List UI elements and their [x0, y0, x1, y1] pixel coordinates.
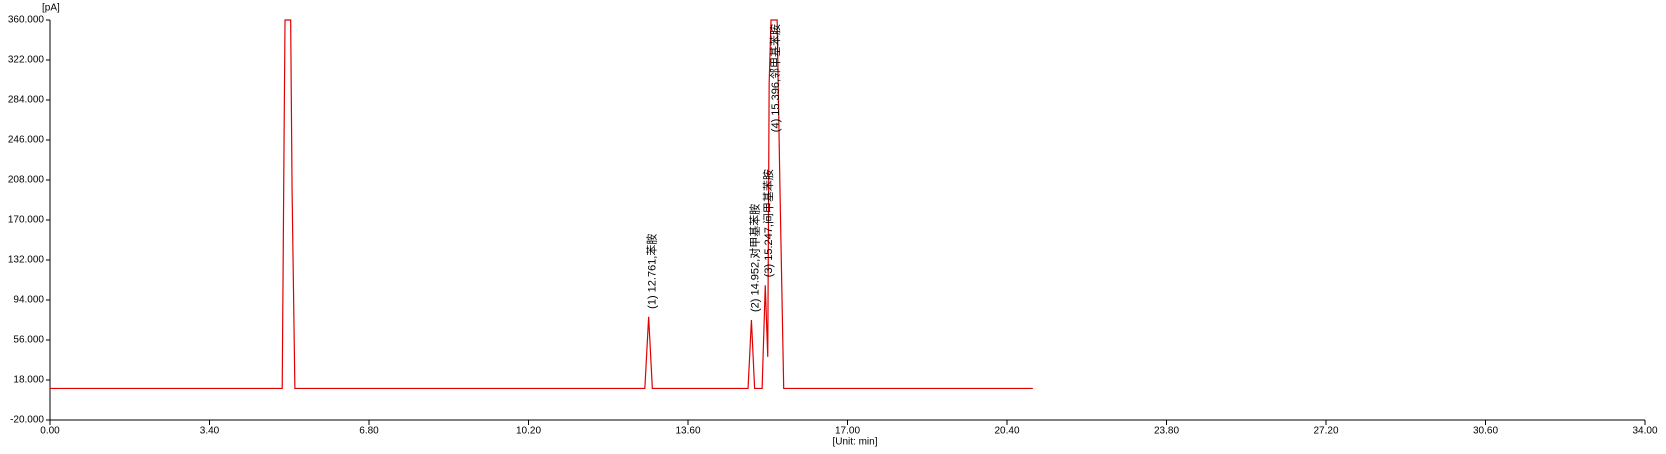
y-tick-label: 94.000: [13, 295, 44, 306]
y-tick-label: 132.000: [8, 255, 45, 266]
y-tick-label: 170.000: [8, 215, 45, 226]
y-tick-label: 18.000: [13, 375, 44, 386]
y-tick-label: 246.000: [8, 135, 45, 146]
y-tick-label: 208.000: [8, 175, 45, 186]
x-tick-label: 20.40: [994, 426, 1019, 437]
y-tick-label: -20.000: [10, 415, 44, 426]
x-tick-label: 27.20: [1313, 426, 1338, 437]
peak-annotation: (3) 15.247,间甲基苯胺: [761, 169, 775, 277]
trace: [50, 19, 1033, 390]
x-tick-label: 0.00: [40, 426, 60, 437]
x-tick-label: 23.80: [1154, 426, 1179, 437]
x-tick-label: 30.60: [1473, 426, 1498, 437]
x-tick-label: 10.20: [516, 426, 541, 437]
y-tick-label: 360.000: [8, 15, 45, 26]
x-tick-label: 17.00: [835, 426, 860, 437]
x-tick-label: 6.80: [359, 426, 379, 437]
y-tick-label: 56.000: [13, 335, 44, 346]
y-tick-label: 284.000: [8, 95, 45, 106]
peak-annotation: (4) 15.396,邻甲基苯胺: [768, 24, 782, 132]
y-unit: [pA]: [42, 3, 60, 14]
x-tick-label: 3.40: [200, 426, 220, 437]
y-tick-label: 322.000: [8, 55, 45, 66]
peak-annotation: (1) 12.761,苯胺: [645, 234, 659, 309]
x-tick-label: 34.00: [1632, 426, 1657, 437]
peak-annotation: (2) 14.952,对甲基苯胺: [747, 204, 761, 312]
x-tick-label: 13.60: [675, 426, 700, 437]
x-axis-label: [Unit: min]: [832, 437, 877, 448]
